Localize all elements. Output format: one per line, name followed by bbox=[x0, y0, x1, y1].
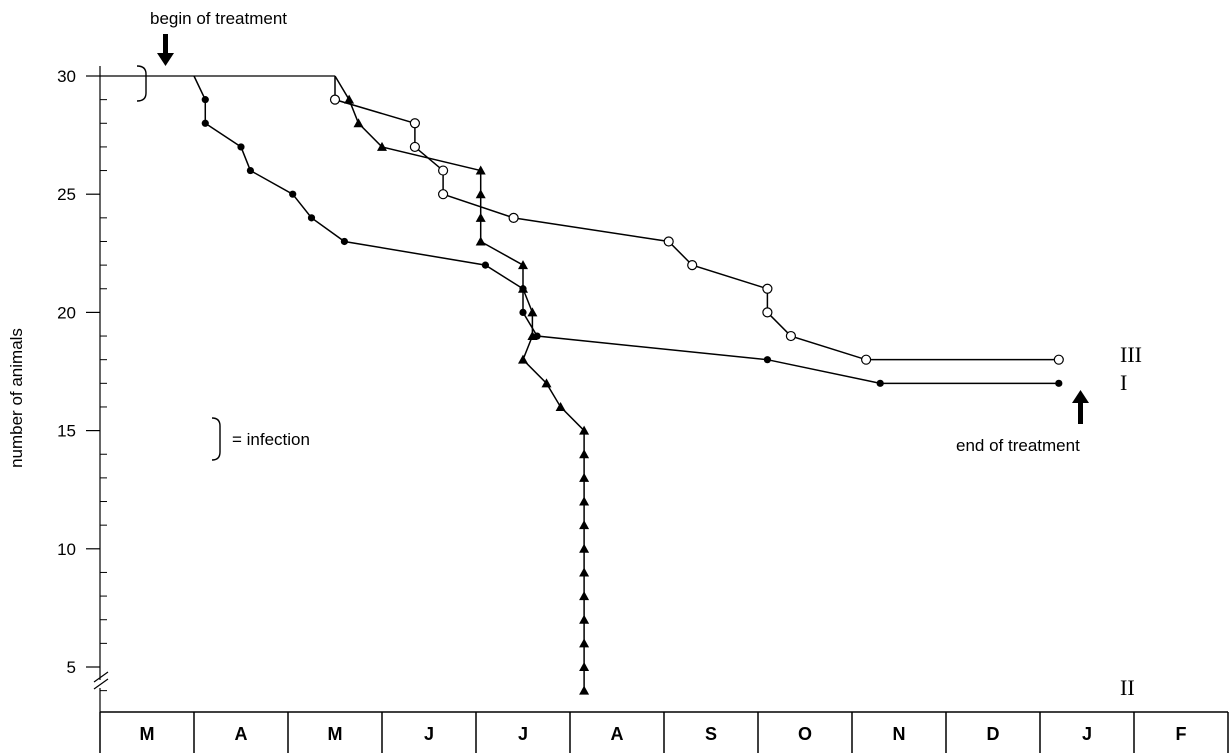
begin-treatment-label: begin of treatment bbox=[150, 9, 287, 28]
marker-filled-triangle bbox=[579, 662, 590, 671]
marker-filled-triangle bbox=[353, 118, 364, 128]
marker-filled-triangle bbox=[475, 189, 486, 199]
marker-filled-triangle bbox=[579, 685, 590, 695]
x-tick-label: J bbox=[518, 724, 528, 744]
marker-filled-circle bbox=[307, 214, 316, 222]
y-tick-label: 30 bbox=[57, 67, 76, 86]
marker-filled-triangle bbox=[541, 378, 552, 388]
marker-filled-circle bbox=[201, 119, 209, 127]
marker-filled-circle bbox=[237, 143, 245, 151]
series-lines bbox=[100, 75, 1059, 691]
marker-filled-triangle bbox=[377, 141, 387, 151]
marker-filled-triangle bbox=[475, 165, 486, 175]
marker-filled-circle bbox=[481, 261, 489, 269]
marker-open-circle bbox=[762, 307, 773, 318]
x-tick-label: M bbox=[328, 724, 343, 744]
x-tick-label: A bbox=[611, 724, 624, 744]
marker-open-circle bbox=[409, 118, 420, 129]
legend-brace-icon bbox=[211, 417, 221, 461]
marker-open-circle bbox=[438, 189, 449, 200]
marker-filled-triangle bbox=[579, 567, 590, 577]
series-label-I: I bbox=[1120, 370, 1127, 395]
series-line-I bbox=[193, 75, 1059, 385]
axes: 5 10 15 20 25 30 M A M J J A S O N D J F bbox=[57, 66, 1229, 753]
marker-filled-circle bbox=[876, 379, 884, 387]
legend-infection-label: = infection bbox=[232, 430, 310, 449]
series-label-III: III bbox=[1120, 342, 1142, 367]
legend-infection: = infection bbox=[211, 417, 310, 461]
begin-treatment-arrow bbox=[157, 34, 174, 66]
marker-open-circle bbox=[687, 260, 698, 271]
marker-open-circle bbox=[860, 354, 872, 365]
marker-filled-triangle bbox=[579, 520, 590, 530]
y-tick-label: 5 bbox=[67, 658, 76, 677]
marker-filled-triangle bbox=[527, 307, 538, 317]
marker-filled-triangle bbox=[579, 425, 590, 435]
marker-filled-circle bbox=[340, 237, 348, 246]
series-label-II: II bbox=[1120, 675, 1135, 700]
marker-filled-circle bbox=[763, 356, 772, 364]
marker-filled-triangle bbox=[475, 212, 486, 222]
y-tick-label: 25 bbox=[57, 185, 76, 204]
y-tick-label: 15 bbox=[57, 422, 76, 441]
axis-break-mark bbox=[93, 678, 109, 690]
marker-open-circle bbox=[329, 94, 341, 105]
marker-filled-triangle bbox=[518, 354, 528, 364]
marker-filled-triangle bbox=[344, 94, 355, 104]
series-markers bbox=[201, 94, 1064, 695]
marker-filled-triangle bbox=[518, 260, 528, 270]
marker-filled-triangle bbox=[518, 283, 528, 293]
marker-filled-triangle bbox=[475, 236, 486, 246]
marker-filled-circle bbox=[1055, 379, 1063, 387]
infection-brace-icon bbox=[136, 65, 147, 102]
y-axis-label: number of animals bbox=[7, 328, 26, 468]
marker-open-circle bbox=[663, 236, 674, 247]
x-tick-label: J bbox=[424, 724, 434, 744]
marker-filled-triangle bbox=[579, 591, 590, 601]
marker-open-circle bbox=[785, 330, 797, 342]
x-tick-label: S bbox=[705, 724, 717, 744]
marker-filled-circle bbox=[201, 96, 209, 104]
x-tick-label: N bbox=[893, 724, 906, 744]
marker-open-circle bbox=[1053, 354, 1064, 365]
y-tick-label: 10 bbox=[57, 540, 76, 559]
marker-filled-circle bbox=[289, 190, 297, 198]
end-treatment-arrow bbox=[1072, 390, 1089, 424]
y-tick-label: 20 bbox=[57, 303, 76, 322]
marker-filled-triangle bbox=[579, 638, 590, 648]
series-line-III bbox=[334, 76, 1059, 361]
marker-open-circle bbox=[762, 283, 773, 294]
marker-filled-triangle bbox=[579, 543, 590, 553]
marker-open-circle bbox=[409, 141, 420, 153]
marker-open-circle bbox=[508, 212, 519, 223]
marker-filled-triangle bbox=[555, 401, 566, 411]
marker-open-circle bbox=[438, 165, 449, 176]
axis-break-mark bbox=[93, 671, 109, 683]
x-tick-label: A bbox=[235, 724, 248, 744]
marker-filled-triangle bbox=[527, 331, 538, 341]
marker-filled-circle bbox=[246, 166, 254, 175]
x-tick-label: J bbox=[1082, 724, 1092, 744]
end-treatment-label: end of treatment bbox=[956, 436, 1080, 455]
marker-filled-triangle bbox=[579, 472, 590, 482]
marker-filled-triangle bbox=[579, 614, 590, 624]
marker-filled-triangle bbox=[579, 496, 590, 506]
x-tick-label: D bbox=[987, 724, 1000, 744]
marker-filled-triangle bbox=[579, 449, 590, 459]
x-tick-label: M bbox=[140, 724, 155, 744]
x-tick-label: O bbox=[798, 724, 812, 744]
x-tick-label: F bbox=[1176, 724, 1187, 744]
marker-filled-circle bbox=[519, 308, 527, 316]
